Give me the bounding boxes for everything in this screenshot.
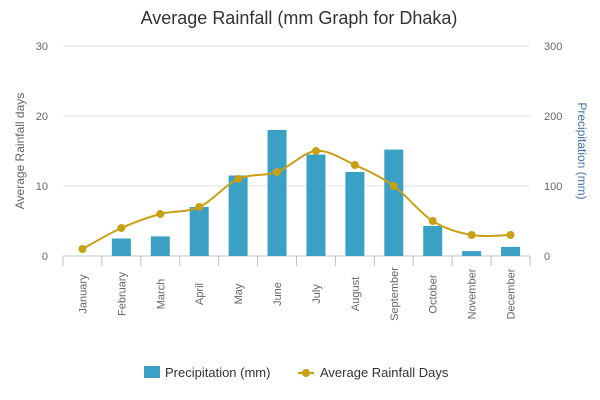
right-tick-label: 300 bbox=[544, 41, 562, 53]
category-label: March bbox=[155, 279, 167, 310]
precipitation-bar[interactable] bbox=[111, 238, 131, 257]
precipitation-bar[interactable] bbox=[501, 246, 521, 256]
category-label: June bbox=[272, 282, 284, 306]
category-label: May bbox=[233, 283, 245, 304]
left-tick-label: 20 bbox=[36, 111, 48, 123]
category-label: October bbox=[428, 274, 440, 313]
left-tick-label: 0 bbox=[42, 251, 48, 263]
right-tick-label: 0 bbox=[544, 251, 550, 263]
rainfall-days-line bbox=[78, 147, 515, 253]
precipitation-bar[interactable] bbox=[189, 207, 209, 256]
rainfall-days-point[interactable] bbox=[117, 224, 126, 232]
rainfall-days-point[interactable] bbox=[273, 168, 282, 176]
precipitation-bar[interactable] bbox=[462, 251, 482, 256]
rainfall-days-point[interactable] bbox=[506, 231, 515, 239]
category-label: December bbox=[506, 268, 518, 319]
legend-item-rainfall-days[interactable]: Average Rainfall Days bbox=[298, 365, 449, 380]
category-label: January bbox=[77, 274, 89, 314]
rainfall-days-point[interactable] bbox=[389, 182, 398, 190]
precipitation-bar[interactable] bbox=[228, 175, 248, 257]
category-label: November bbox=[467, 268, 479, 319]
precipitation-bars bbox=[111, 130, 521, 257]
precipitation-bar[interactable] bbox=[306, 154, 326, 257]
rainfall-days-point[interactable] bbox=[311, 147, 320, 155]
rainfall-days-line-path bbox=[81, 149, 511, 250]
rainfall-days-point[interactable] bbox=[467, 231, 476, 239]
precipitation-bar[interactable] bbox=[267, 130, 287, 256]
right-tick-label: 200 bbox=[544, 111, 562, 123]
rainfall-days-point[interactable] bbox=[234, 175, 243, 183]
legend-swatch-bar bbox=[144, 366, 160, 378]
precipitation-bar[interactable] bbox=[384, 149, 404, 256]
category-label: February bbox=[116, 271, 128, 316]
left-tick-label: 30 bbox=[36, 41, 48, 53]
category-label: July bbox=[311, 284, 323, 304]
legend-label-precipitation: Precipitation (mm) bbox=[165, 365, 270, 380]
legend-swatch-marker bbox=[302, 369, 310, 377]
rainfall-days-point[interactable] bbox=[350, 161, 359, 169]
right-axis-title: Precipitation (mm) bbox=[575, 102, 589, 199]
precipitation-bar[interactable] bbox=[345, 172, 365, 256]
rainfall-days-point[interactable] bbox=[78, 245, 87, 253]
rainfall-days-point[interactable] bbox=[428, 217, 437, 225]
category-label: August bbox=[350, 277, 362, 311]
grid-lines bbox=[63, 45, 530, 257]
left-axis-title: Average Rainfall days bbox=[13, 93, 27, 210]
rainfall-days-point[interactable] bbox=[195, 203, 204, 211]
legend-label-rainfall-days: Average Rainfall Days bbox=[320, 365, 449, 380]
legend-item-precipitation[interactable]: Precipitation (mm) bbox=[144, 365, 270, 380]
category-label: September bbox=[389, 267, 401, 321]
left-tick-label: 10 bbox=[36, 181, 48, 193]
right-tick-label: 100 bbox=[544, 181, 562, 193]
precipitation-bar[interactable] bbox=[150, 236, 170, 256]
rainfall-days-point[interactable] bbox=[156, 210, 165, 218]
category-label: April bbox=[194, 283, 206, 305]
precipitation-bar[interactable] bbox=[423, 225, 443, 256]
legend[interactable]: Precipitation (mm) Average Rainfall Days bbox=[144, 365, 449, 380]
chart-title: Average Rainfall (mm Graph for Dhaka) bbox=[141, 8, 458, 28]
